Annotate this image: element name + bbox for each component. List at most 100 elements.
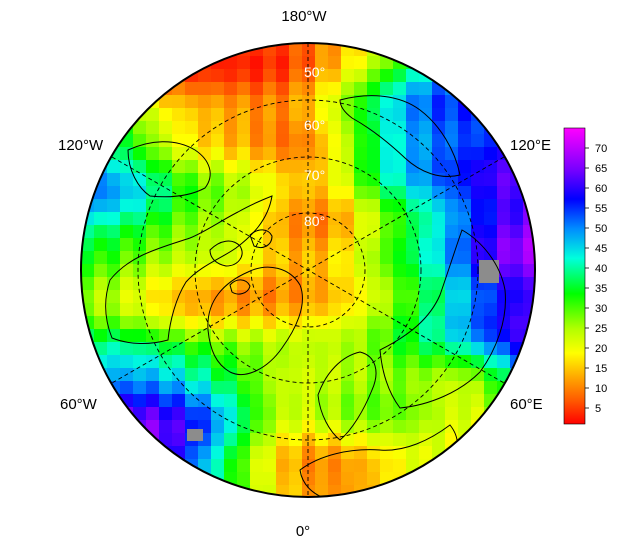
- field-cell: [432, 316, 446, 330]
- field-cell: [159, 290, 173, 304]
- field-cell: [289, 446, 303, 460]
- field-cell: [523, 342, 535, 356]
- field-cell: [302, 485, 316, 497]
- field-cell: [185, 173, 199, 187]
- field-cell: [185, 368, 199, 382]
- field-cell: [185, 316, 199, 330]
- field-cell: [224, 212, 238, 226]
- field-cell: [198, 394, 212, 408]
- field-cell: [81, 238, 95, 252]
- field-cell: [328, 355, 342, 369]
- field-cell: [302, 316, 316, 330]
- field-cell: [445, 355, 459, 369]
- field-cell: [198, 355, 212, 369]
- field-cell: [445, 212, 459, 226]
- field-cell: [484, 407, 498, 421]
- field-cell: [94, 264, 108, 278]
- field-cell: [328, 485, 342, 497]
- field-cell: [224, 342, 238, 356]
- field-cell: [146, 264, 160, 278]
- field-cell: [276, 459, 290, 473]
- field-cell: [133, 303, 147, 317]
- field-cell: [354, 446, 368, 460]
- field-cell: [380, 433, 394, 447]
- field-cell: [276, 56, 290, 70]
- field-cell: [276, 368, 290, 382]
- field-cell: [380, 446, 394, 460]
- field-cell: [211, 446, 225, 460]
- field-cell: [484, 212, 498, 226]
- field-cell: [133, 121, 147, 135]
- field-cell: [484, 303, 498, 317]
- field-cell: [328, 56, 342, 70]
- field-cell: [315, 407, 329, 421]
- field-cell: [315, 394, 329, 408]
- field-cell: [302, 277, 316, 291]
- field-cell: [380, 394, 394, 408]
- field-cell: [211, 82, 225, 96]
- field-cell: [276, 147, 290, 161]
- field-cell: [107, 290, 121, 304]
- field-cell: [406, 238, 420, 252]
- field-cell: [302, 43, 316, 57]
- field-cell: [406, 290, 420, 304]
- field-cell: [211, 277, 225, 291]
- field-cell: [237, 407, 251, 421]
- field-cell: [159, 108, 173, 122]
- lon-label-bottom: 0°: [296, 523, 310, 540]
- field-cell: [81, 251, 95, 265]
- field-cell: [107, 160, 121, 174]
- field-cell: [263, 459, 277, 473]
- field-cell: [367, 121, 381, 135]
- field-cell: [341, 121, 355, 135]
- field-cell: [523, 238, 535, 252]
- field-cell: [198, 277, 212, 291]
- field-cell: [328, 303, 342, 317]
- colorbar-gradient: [563, 127, 586, 425]
- field-cell: [237, 342, 251, 356]
- field-cell: [341, 69, 355, 83]
- field-cell: [159, 134, 173, 148]
- field-cell: [393, 264, 407, 278]
- field-cell: [419, 368, 433, 382]
- field-cell: [159, 251, 173, 265]
- field-cell: [328, 407, 342, 421]
- field-cell: [185, 355, 199, 369]
- field-cell: [432, 368, 446, 382]
- field-cell: [146, 368, 160, 382]
- field-cell: [445, 173, 459, 187]
- field-cell: [133, 277, 147, 291]
- field-cell: [419, 316, 433, 330]
- field-cell: [224, 173, 238, 187]
- field-cell: [367, 173, 381, 187]
- field-cell: [289, 303, 303, 317]
- field-cell: [211, 329, 225, 343]
- field-cell: [120, 147, 134, 161]
- field-cell: [315, 238, 329, 252]
- field-cell: [172, 147, 186, 161]
- field-cell: [419, 212, 433, 226]
- field-cell: [419, 303, 433, 317]
- field-cell: [146, 238, 160, 252]
- field-cell: [302, 472, 316, 486]
- field-cell: [484, 160, 498, 174]
- field-cell: [159, 433, 173, 447]
- field-cell: [445, 225, 459, 239]
- field-cell: [276, 446, 290, 460]
- field-cell: [471, 238, 485, 252]
- field-cell: [172, 251, 186, 265]
- field-cell: [341, 238, 355, 252]
- field-cell: [185, 329, 199, 343]
- field-cell: [289, 43, 303, 57]
- field-cell: [432, 251, 446, 265]
- field-cell: [250, 433, 264, 447]
- field-cell: [289, 342, 303, 356]
- field-cell: [172, 199, 186, 213]
- field-cell: [419, 407, 433, 421]
- field-cell: [406, 381, 420, 395]
- field-cell: [185, 394, 199, 408]
- field-cell: [289, 225, 303, 239]
- field-cell: [471, 225, 485, 239]
- field-cell: [419, 238, 433, 252]
- field-cell: [380, 329, 394, 343]
